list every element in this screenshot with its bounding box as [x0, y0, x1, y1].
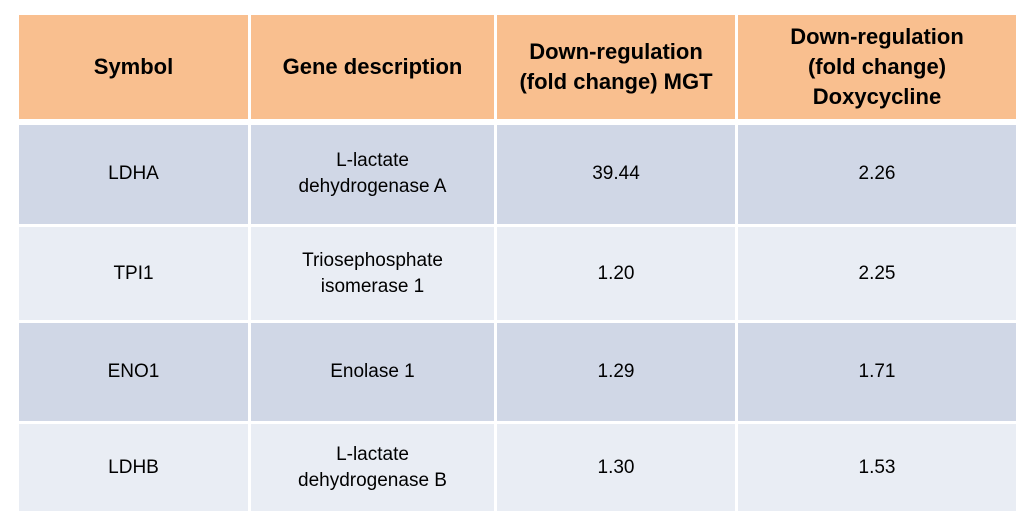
- header-doxycycline-fold-change: Down-regulation (fold change) Doxycyclin…: [735, 12, 1019, 125]
- table-row: LDHA L-lactate dehydrogenase A 39.44 2.2…: [16, 120, 1019, 227]
- cell-mgt: 1.29: [494, 320, 738, 424]
- table-row: LDHB L-lactate dehydrogenase B 1.30 1.53: [16, 421, 1019, 514]
- header-gene-description: Gene description: [248, 12, 497, 125]
- cell-description: L-lactate dehydrogenase B: [248, 421, 497, 514]
- header-symbol-label: Symbol: [93, 53, 174, 79]
- cell-doxycycline: 1.71: [735, 320, 1019, 424]
- header-gene-description-label: Gene description: [282, 53, 463, 79]
- table-row: ENO1 Enolase 1 1.29 1.71: [16, 320, 1019, 424]
- cell-description-text: Enolase 1: [330, 361, 415, 382]
- cell-mgt: 1.20: [494, 224, 738, 323]
- header-mgt-fold-change: Down-regulation (fold change) MGT: [494, 12, 738, 125]
- cell-doxycycline: 1.53: [735, 421, 1019, 514]
- cell-mgt: 1.30: [494, 421, 738, 514]
- cell-symbol: TPI1: [16, 224, 251, 323]
- cell-description: Triosephosphate isomerase 1: [248, 224, 497, 323]
- header-symbol: Symbol: [16, 12, 251, 125]
- header-mgt-label: Down-regulation (fold change) MGT: [519, 38, 713, 94]
- cell-doxycycline: 2.25: [735, 224, 1019, 323]
- cell-mgt: 39.44: [494, 120, 738, 227]
- cell-description-text: L-lactate dehydrogenase B: [298, 443, 447, 491]
- cell-symbol: LDHB: [16, 421, 251, 514]
- cell-description: L-lactate dehydrogenase A: [248, 120, 497, 227]
- cell-description-text: L-lactate dehydrogenase A: [298, 150, 447, 198]
- gene-table-container: Symbol Gene description Down-regulation …: [16, 12, 1019, 514]
- cell-symbol: ENO1: [16, 320, 251, 424]
- cell-description: Enolase 1: [248, 320, 497, 424]
- cell-doxycycline: 2.26: [735, 120, 1019, 227]
- cell-symbol: LDHA: [16, 120, 251, 227]
- table-header-row: Symbol Gene description Down-regulation …: [16, 12, 1019, 125]
- table-row: TPI1 Triosephosphate isomerase 1 1.20 2.…: [16, 224, 1019, 323]
- cell-description-text: Triosephosphate isomerase 1: [302, 249, 443, 297]
- header-doxycycline-label: Down-regulation (fold change) Doxycyclin…: [790, 23, 964, 109]
- gene-downregulation-table: Symbol Gene description Down-regulation …: [16, 12, 1019, 514]
